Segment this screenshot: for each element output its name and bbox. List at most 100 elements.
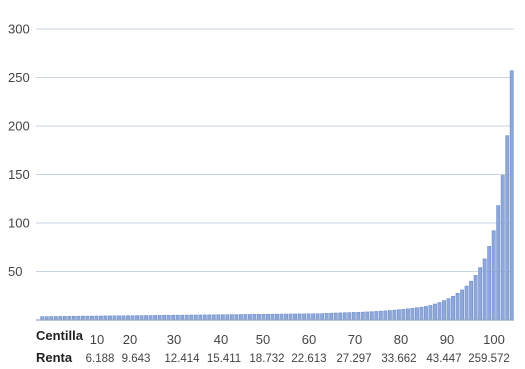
bar	[342, 312, 347, 321]
bar	[157, 315, 162, 321]
bar	[451, 295, 455, 321]
bar	[202, 314, 207, 321]
bar	[351, 312, 356, 321]
bar	[270, 313, 275, 321]
bar	[410, 308, 415, 321]
x-tick-label: 50	[256, 332, 270, 347]
x-tick-label: 60	[302, 332, 316, 347]
bar	[207, 314, 212, 321]
y-tick-labels: 50 100 150 200 250 300	[8, 22, 30, 280]
renta-value: 33.662	[381, 353, 416, 365]
bar	[428, 305, 433, 321]
y-tick-label: 100	[8, 216, 30, 231]
renta-value: 259.572	[468, 353, 510, 365]
bar	[297, 313, 302, 321]
bar	[473, 275, 478, 321]
bar	[315, 313, 320, 321]
bar	[257, 314, 261, 321]
x-tick-label: 80	[394, 332, 408, 347]
renta-value: 6.188	[86, 353, 115, 365]
bars	[40, 70, 514, 321]
bar	[166, 315, 171, 321]
bar	[261, 313, 266, 321]
x-tick-labels: 10 20 30 40 50 60 70 80 90 100	[90, 332, 505, 347]
bar	[139, 315, 144, 321]
x-tick-label: 10	[90, 332, 104, 347]
bar	[509, 70, 514, 321]
bar	[374, 311, 379, 321]
bar	[338, 312, 343, 321]
x-tick-label: 40	[214, 332, 228, 347]
bar	[112, 315, 117, 321]
bar	[365, 311, 370, 321]
x-tick-label: 20	[123, 332, 137, 347]
bar	[387, 310, 392, 321]
bar	[284, 313, 288, 321]
bar	[229, 314, 234, 321]
bar	[405, 308, 410, 321]
y-tick-label: 150	[8, 167, 30, 182]
x-axis-label: Centilla	[36, 328, 84, 343]
bar	[469, 280, 474, 321]
bar	[130, 315, 135, 321]
bar	[171, 314, 176, 321]
bar	[243, 314, 248, 321]
renta-value: 27.297	[336, 353, 371, 365]
bar	[491, 230, 496, 321]
bar	[225, 314, 230, 321]
bar	[505, 135, 510, 321]
bar	[500, 175, 505, 321]
bar	[333, 312, 338, 321]
bar	[180, 314, 185, 321]
bar	[433, 303, 437, 321]
bar	[216, 314, 221, 321]
renta-value: 43.447	[426, 353, 461, 365]
bar	[482, 258, 487, 321]
bar	[329, 312, 334, 321]
bar	[487, 245, 492, 321]
bar	[478, 267, 483, 321]
bar	[234, 314, 239, 321]
renta-value: 22.613	[291, 353, 326, 365]
bar	[496, 205, 501, 321]
renta-value: 18.732	[249, 353, 284, 365]
x-tick-label: 100	[483, 332, 505, 347]
bar	[383, 310, 388, 321]
bar	[419, 306, 424, 321]
bar	[198, 314, 203, 321]
bar	[175, 314, 180, 321]
y-tick-label: 50	[8, 264, 22, 279]
bar	[266, 313, 270, 321]
y-tick-label: 250	[8, 70, 30, 85]
x-tick-label: 30	[167, 332, 181, 347]
bar	[144, 315, 149, 321]
bar	[460, 289, 465, 321]
grid-lines	[36, 28, 514, 272]
bar	[320, 313, 325, 321]
y-tick-label: 300	[8, 22, 30, 37]
renta-label: Renta	[36, 350, 73, 365]
x-tick-label: 70	[348, 332, 362, 347]
y-tick-label: 200	[8, 119, 30, 134]
bar	[360, 311, 365, 321]
bar	[121, 315, 126, 321]
bar	[247, 314, 252, 321]
bar	[211, 314, 216, 321]
bar	[275, 313, 279, 321]
bar	[455, 293, 460, 321]
renta-value: 9.643	[122, 353, 151, 365]
bar	[442, 300, 446, 321]
bar	[401, 309, 406, 321]
bar	[378, 310, 383, 321]
bar	[238, 314, 243, 321]
bar	[108, 315, 112, 321]
bar	[126, 315, 130, 321]
bar	[220, 314, 225, 321]
bar	[293, 313, 297, 321]
bar	[415, 307, 419, 321]
bar	[311, 313, 316, 321]
bar	[446, 298, 451, 321]
bar	[306, 313, 311, 321]
